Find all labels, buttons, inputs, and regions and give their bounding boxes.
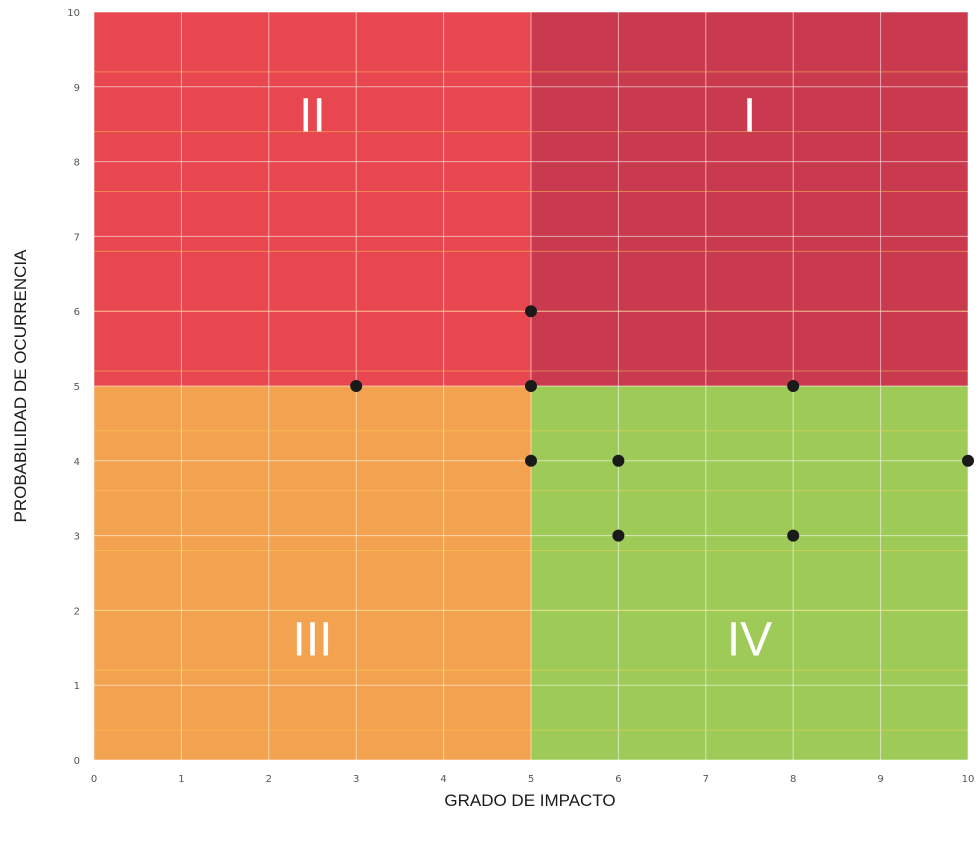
quadrant-label-ii: II — [299, 90, 326, 143]
data-point — [962, 454, 974, 467]
x-tick-label: 10 — [962, 774, 975, 785]
y-tick-label: 0 — [74, 756, 80, 767]
x-tick-label: 4 — [440, 774, 446, 785]
y-tick-label: 1 — [74, 681, 80, 692]
x-tick-label: 5 — [528, 774, 534, 785]
y-tick-label: 7 — [74, 232, 80, 243]
data-point — [525, 380, 537, 392]
x-tick-label: 8 — [790, 774, 796, 785]
y-tick-label: 10 — [67, 8, 80, 19]
y-tick-label: 3 — [74, 532, 80, 543]
data-point — [787, 529, 800, 542]
quadrant-label-i: I — [743, 90, 756, 143]
data-point — [350, 380, 363, 392]
quadrant-iv — [531, 386, 968, 760]
y-tick-label: 2 — [74, 606, 80, 617]
quadrant-label-iv: IV — [727, 614, 772, 667]
quadrant-i — [531, 12, 968, 386]
data-point — [787, 380, 800, 392]
x-tick-label: 1 — [178, 774, 184, 785]
x-tick-label: 6 — [615, 774, 621, 785]
data-point — [612, 454, 625, 467]
quadrant-ii — [94, 12, 531, 386]
quadrant-layer — [94, 12, 968, 760]
x-tick-label: 0 — [91, 774, 97, 785]
quadrant-label-iii: III — [292, 614, 332, 667]
y-tick-label: 6 — [74, 307, 80, 318]
data-point — [612, 529, 625, 542]
x-axis-title: GRADO DE IMPACTO — [444, 791, 615, 810]
y-tick-label: 8 — [74, 158, 80, 169]
point-layer — [350, 305, 974, 542]
y-axis-title: PROBABILIDAD DE OCURRENCIA — [11, 249, 30, 523]
y-tick-label: 4 — [74, 457, 80, 468]
data-point — [525, 454, 537, 467]
y-tick-label: 5 — [74, 382, 80, 393]
data-point — [525, 305, 537, 318]
x-tick-label: 2 — [266, 774, 272, 785]
quadrant-iii — [94, 386, 531, 760]
y-tick-label: 9 — [74, 83, 80, 94]
x-tick-label: 7 — [703, 774, 709, 785]
tick-layer: 0 1 2 3 4 5 6 7 8 9 10 0 1 2 3 4 5 6 7 8 9 10 — [67, 8, 974, 785]
x-tick-label: 9 — [877, 774, 883, 785]
x-tick-label: 3 — [353, 774, 359, 785]
